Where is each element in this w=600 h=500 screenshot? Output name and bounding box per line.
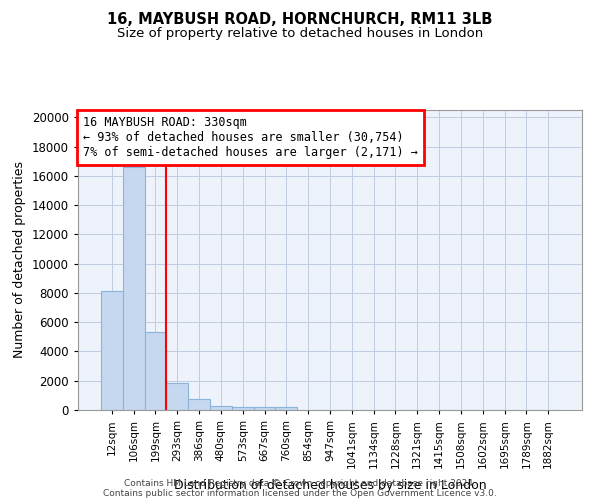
Text: Size of property relative to detached houses in London: Size of property relative to detached ho… bbox=[117, 28, 483, 40]
X-axis label: Distribution of detached houses by size in London: Distribution of detached houses by size … bbox=[173, 479, 487, 492]
Bar bbox=[188, 399, 210, 410]
Text: Contains public sector information licensed under the Open Government Licence v3: Contains public sector information licen… bbox=[103, 488, 497, 498]
Bar bbox=[232, 407, 254, 410]
Bar bbox=[101, 292, 123, 410]
Bar bbox=[210, 406, 232, 410]
Y-axis label: Number of detached properties: Number of detached properties bbox=[13, 162, 26, 358]
Text: Contains HM Land Registry data © Crown copyright and database right 2024.: Contains HM Land Registry data © Crown c… bbox=[124, 478, 476, 488]
Bar bbox=[275, 407, 297, 410]
Bar bbox=[123, 167, 145, 410]
Bar bbox=[145, 332, 166, 410]
Bar bbox=[166, 383, 188, 410]
Text: 16 MAYBUSH ROAD: 330sqm
← 93% of detached houses are smaller (30,754)
7% of semi: 16 MAYBUSH ROAD: 330sqm ← 93% of detache… bbox=[83, 116, 418, 159]
Bar bbox=[254, 407, 275, 410]
Text: 16, MAYBUSH ROAD, HORNCHURCH, RM11 3LB: 16, MAYBUSH ROAD, HORNCHURCH, RM11 3LB bbox=[107, 12, 493, 28]
